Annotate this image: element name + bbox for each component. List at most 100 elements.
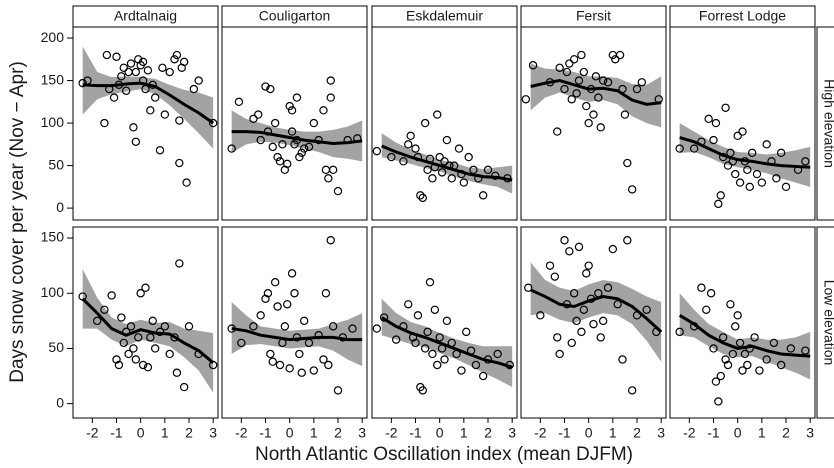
data-point (735, 178, 745, 187)
data-point (493, 349, 502, 359)
data-point (129, 344, 138, 353)
x-tick-label: 1 (460, 425, 468, 441)
data-point (328, 322, 338, 331)
data-point (148, 80, 157, 90)
data-point (119, 338, 128, 348)
data-point (208, 118, 218, 128)
data-point (406, 131, 415, 141)
column-strip-label: Eskdalemuir (406, 8, 483, 24)
data-point (428, 174, 437, 183)
data-point (466, 346, 476, 355)
data-point (83, 76, 92, 85)
data-point (418, 386, 427, 395)
data-point (333, 386, 343, 395)
data-point (160, 110, 170, 119)
data-point (457, 169, 466, 179)
data-point (237, 338, 246, 348)
data-point (579, 67, 589, 77)
smooth-line (231, 327, 363, 342)
y-tick-label: 50 (48, 156, 64, 172)
data-point (632, 311, 642, 320)
data-point (596, 123, 605, 132)
data-point (100, 305, 109, 315)
data-point (256, 311, 265, 320)
data-point (793, 165, 803, 175)
data-point (314, 330, 323, 340)
x-tick-label: -2 (235, 425, 248, 441)
data-point (425, 154, 435, 163)
data-point (408, 333, 418, 342)
data-point (270, 278, 280, 287)
data-point (304, 338, 314, 348)
data-point (572, 316, 581, 326)
data-point (324, 360, 333, 370)
data-point (697, 283, 706, 292)
data-point (309, 118, 319, 128)
data-point (654, 95, 663, 104)
data-point (160, 322, 170, 331)
panel-border (371, 26, 518, 221)
smooth-line (81, 297, 215, 364)
data-point (755, 366, 764, 375)
data-point (718, 152, 728, 162)
data-point (709, 344, 718, 353)
data-point (234, 97, 244, 107)
smooth-line (231, 130, 363, 145)
data-point (112, 355, 121, 364)
data-point (280, 322, 290, 331)
data-point (726, 300, 735, 309)
data-point (138, 360, 148, 370)
data-point (449, 161, 459, 170)
data-point (321, 289, 331, 298)
data-point (577, 327, 586, 337)
x-tick-label: 3 (508, 425, 516, 441)
data-point (457, 366, 466, 375)
data-point (550, 272, 560, 281)
data-point (611, 55, 620, 64)
data-point (295, 349, 304, 359)
data-point (266, 349, 275, 359)
data-point (459, 178, 469, 187)
data-point (297, 148, 306, 158)
data-point (179, 382, 189, 392)
data-point (141, 84, 150, 94)
x-tick-label: -1 (110, 425, 123, 441)
data-point (309, 366, 319, 375)
x-tick-label: 3 (358, 425, 366, 441)
data-point (569, 55, 579, 64)
data-point (608, 244, 618, 254)
data-point (295, 152, 304, 162)
data-point (175, 116, 184, 125)
data-point (567, 338, 576, 348)
data-point (423, 165, 432, 175)
data-point (781, 182, 791, 192)
data-point (155, 146, 165, 155)
data-point (399, 322, 408, 331)
panel-background (372, 27, 517, 220)
data-point (723, 360, 733, 370)
data-point (589, 110, 598, 119)
data-point (731, 322, 740, 331)
data-point (287, 269, 297, 278)
data-point (353, 134, 362, 143)
data-point (743, 360, 752, 370)
row-strip (816, 26, 834, 221)
data-point (582, 269, 591, 278)
data-point (299, 316, 309, 326)
data-point (603, 283, 613, 292)
data-point (263, 289, 273, 298)
x-tick-label: -2 (683, 425, 696, 441)
data-point (567, 95, 576, 104)
data-point (536, 311, 545, 320)
data-point (287, 127, 297, 136)
x-tick-label: 2 (782, 425, 790, 441)
data-point (249, 322, 258, 331)
data-point (772, 174, 781, 183)
x-tick-label: 2 (185, 425, 193, 441)
data-point (711, 118, 721, 128)
data-point (129, 123, 138, 132)
data-point (642, 305, 651, 315)
data-point (528, 61, 538, 70)
smooth-line (530, 79, 662, 106)
